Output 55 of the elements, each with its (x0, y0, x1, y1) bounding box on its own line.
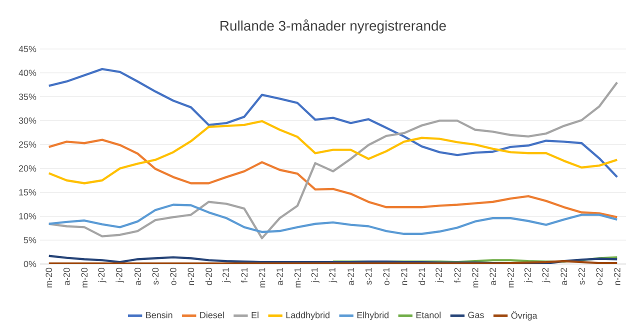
y-tick-label: 35% (18, 94, 36, 100)
x-tick-label: j-22 (524, 268, 533, 283)
x-tick-label: s-21 (365, 268, 372, 285)
x-tick-label: m-20 (46, 268, 52, 288)
x-tick-label: o-22 (596, 268, 603, 286)
x-tick-label: s-22 (578, 268, 585, 285)
x-tick-label: a-22 (560, 268, 568, 286)
y-tick-label: 10% (19, 213, 36, 220)
line-series (48, 120, 618, 184)
x-tick-label: o-21 (383, 268, 390, 286)
y-tick-label: 15% (19, 189, 36, 196)
x-tick-label: a-21 (276, 268, 283, 286)
x-tick-label: a-20 (134, 268, 141, 286)
legend-label: Gas (468, 312, 484, 318)
x-tick-label: m-22 (507, 268, 514, 288)
x-tick-label: f-22 (454, 268, 461, 283)
x-tick-label: j-21 (328, 268, 338, 283)
y-tick-label: 45% (18, 46, 36, 52)
x-tick-label: d-20 (205, 268, 212, 286)
x-tick-label: f-21 (240, 268, 248, 283)
x-tick-label: m-22 (472, 268, 478, 288)
x-tick-label: j-20 (98, 268, 106, 283)
legend-label: Elhybrid (357, 312, 388, 320)
x-tick-label: a-22 (490, 268, 496, 286)
x-tick-label: j-21 (311, 268, 320, 283)
x-tick-label: j-21 (222, 268, 231, 283)
x-tick-label: j-22 (435, 268, 444, 283)
legend-label: Diesel (200, 312, 224, 318)
line-series (48, 81, 618, 240)
x-tick-label: n-21 (400, 268, 408, 285)
x-tick-label: m-21 (258, 268, 266, 288)
x-tick-label: n-20 (188, 268, 194, 285)
line-series (48, 204, 618, 235)
legend-label: El (252, 312, 258, 318)
x-tick-label: d-21 (418, 268, 426, 286)
x-tick-label: m-21 (294, 268, 301, 288)
y-tick-label: 40% (18, 70, 36, 76)
x-tick-label: j-20 (116, 268, 124, 283)
legend-label: Övriga (511, 311, 538, 321)
y-tick-label: 5% (24, 236, 36, 244)
chart-title: Rullande 3-månader nyregistrerande (220, 19, 446, 34)
y-tick-label: 30% (18, 117, 36, 124)
legend-label: Etanol (416, 312, 441, 318)
y-tick-label: 0% (24, 260, 36, 268)
x-tick-label: j-22 (542, 268, 550, 283)
x-tick-label: m-20 (81, 268, 88, 288)
x-tick-label: a-20 (63, 268, 70, 286)
legend-label: Bensin (146, 312, 172, 318)
y-tick-label: 25% (18, 141, 36, 148)
x-tick-label: o-20 (170, 268, 176, 286)
y-tick-label: 20% (18, 165, 36, 172)
x-tick-label: n-22 (614, 268, 620, 285)
legend-label: Laddhybrid (286, 312, 330, 320)
x-tick-label: s-20 (152, 268, 159, 285)
x-tick-label: a-21 (348, 268, 354, 286)
